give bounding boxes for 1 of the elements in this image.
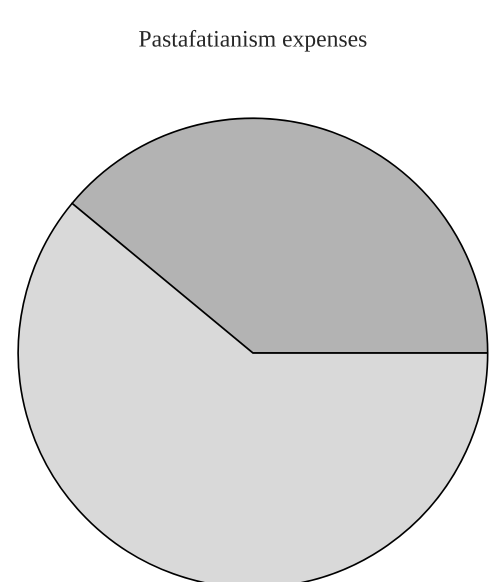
chart-title: Pastafatianism expenses <box>139 30 366 52</box>
